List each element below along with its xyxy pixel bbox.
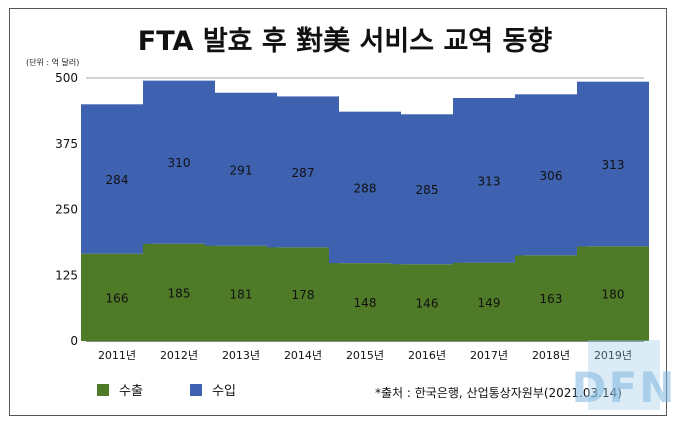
data-label-export: 181 (230, 287, 253, 301)
x-tick-label: 2014년 (284, 349, 322, 362)
data-label-export: 149 (478, 296, 501, 310)
bar-import (205, 92, 277, 246)
legend-label-import: 수입 (212, 384, 236, 399)
bar-import (267, 96, 339, 248)
data-label-import: 310 (168, 156, 191, 170)
x-tick-label: 2019년 (594, 349, 632, 362)
data-label-export: 146 (416, 297, 439, 311)
data-labels: 166 284 185 310 181 291 178 287 148 288 146 285 149 3… (106, 156, 625, 310)
x-tick-label: 2013년 (222, 349, 260, 362)
x-tick-label: 2015년 (346, 349, 384, 362)
data-label-export: 163 (540, 292, 563, 306)
legend-label-export: 수출 (119, 384, 143, 399)
data-label-import: 313 (478, 174, 501, 188)
bar-export (81, 253, 153, 341)
y-tick-label: 375 (55, 137, 78, 151)
x-tick-label: 2012년 (160, 349, 198, 362)
bar-export (515, 255, 587, 341)
bar-export (577, 246, 649, 341)
bars (81, 80, 649, 341)
x-tick-label: 2018년 (532, 349, 570, 362)
y-tick-label: 125 (55, 268, 78, 282)
y-axis: 0 125 250 375 500 (55, 71, 78, 348)
bar-export (453, 262, 525, 341)
legend-swatch-export (97, 384, 109, 396)
data-label-import: 287 (292, 166, 315, 180)
y-tick-label: 500 (55, 71, 78, 85)
watermark-logo: DFN (572, 340, 677, 412)
x-tick-label: 2016년 (408, 349, 446, 362)
data-label-import: 284 (106, 173, 129, 187)
data-label-export: 166 (106, 291, 129, 305)
bar-import (515, 94, 587, 256)
data-label-import: 313 (602, 158, 625, 172)
source-note: *출처 : 한국은행, 산업통상자원부(2021.03.14) (375, 385, 622, 400)
data-label-import: 291 (230, 163, 253, 177)
bar-export (205, 245, 277, 341)
unit-label: (단위 : 억 달러) (26, 57, 79, 67)
data-label-export: 148 (354, 296, 377, 310)
x-axis: 2011년 2012년 2013년 2014년 2015년 2016년 2017년 2018년… (98, 349, 632, 362)
y-tick-label: 0 (70, 334, 78, 348)
chart-title: FTA 발효 후 對美 서비스 교역 동향 (138, 25, 553, 57)
data-label-export: 185 (168, 286, 191, 300)
data-label-import: 288 (354, 181, 377, 195)
bar-export (329, 263, 401, 341)
bar-import (577, 81, 649, 247)
legend: 수출 수입 (97, 384, 236, 399)
watermark-text: DFN (572, 363, 677, 412)
bar-import (329, 111, 401, 264)
bar-import (391, 114, 463, 265)
bar-import (453, 97, 525, 263)
bar-export (143, 243, 215, 341)
bar-import (81, 104, 153, 254)
data-label-import: 306 (540, 169, 563, 183)
y-tick-label: 250 (55, 203, 78, 217)
bar-export (267, 247, 339, 341)
bar-import (143, 80, 215, 244)
data-label-export: 178 (292, 288, 315, 302)
bar-export (391, 264, 463, 341)
legend-swatch-import (190, 384, 202, 396)
x-tick-label: 2017년 (470, 349, 508, 362)
data-label-export: 180 (602, 288, 625, 302)
data-label-import: 285 (416, 183, 439, 197)
x-tick-label: 2011년 (98, 349, 136, 362)
